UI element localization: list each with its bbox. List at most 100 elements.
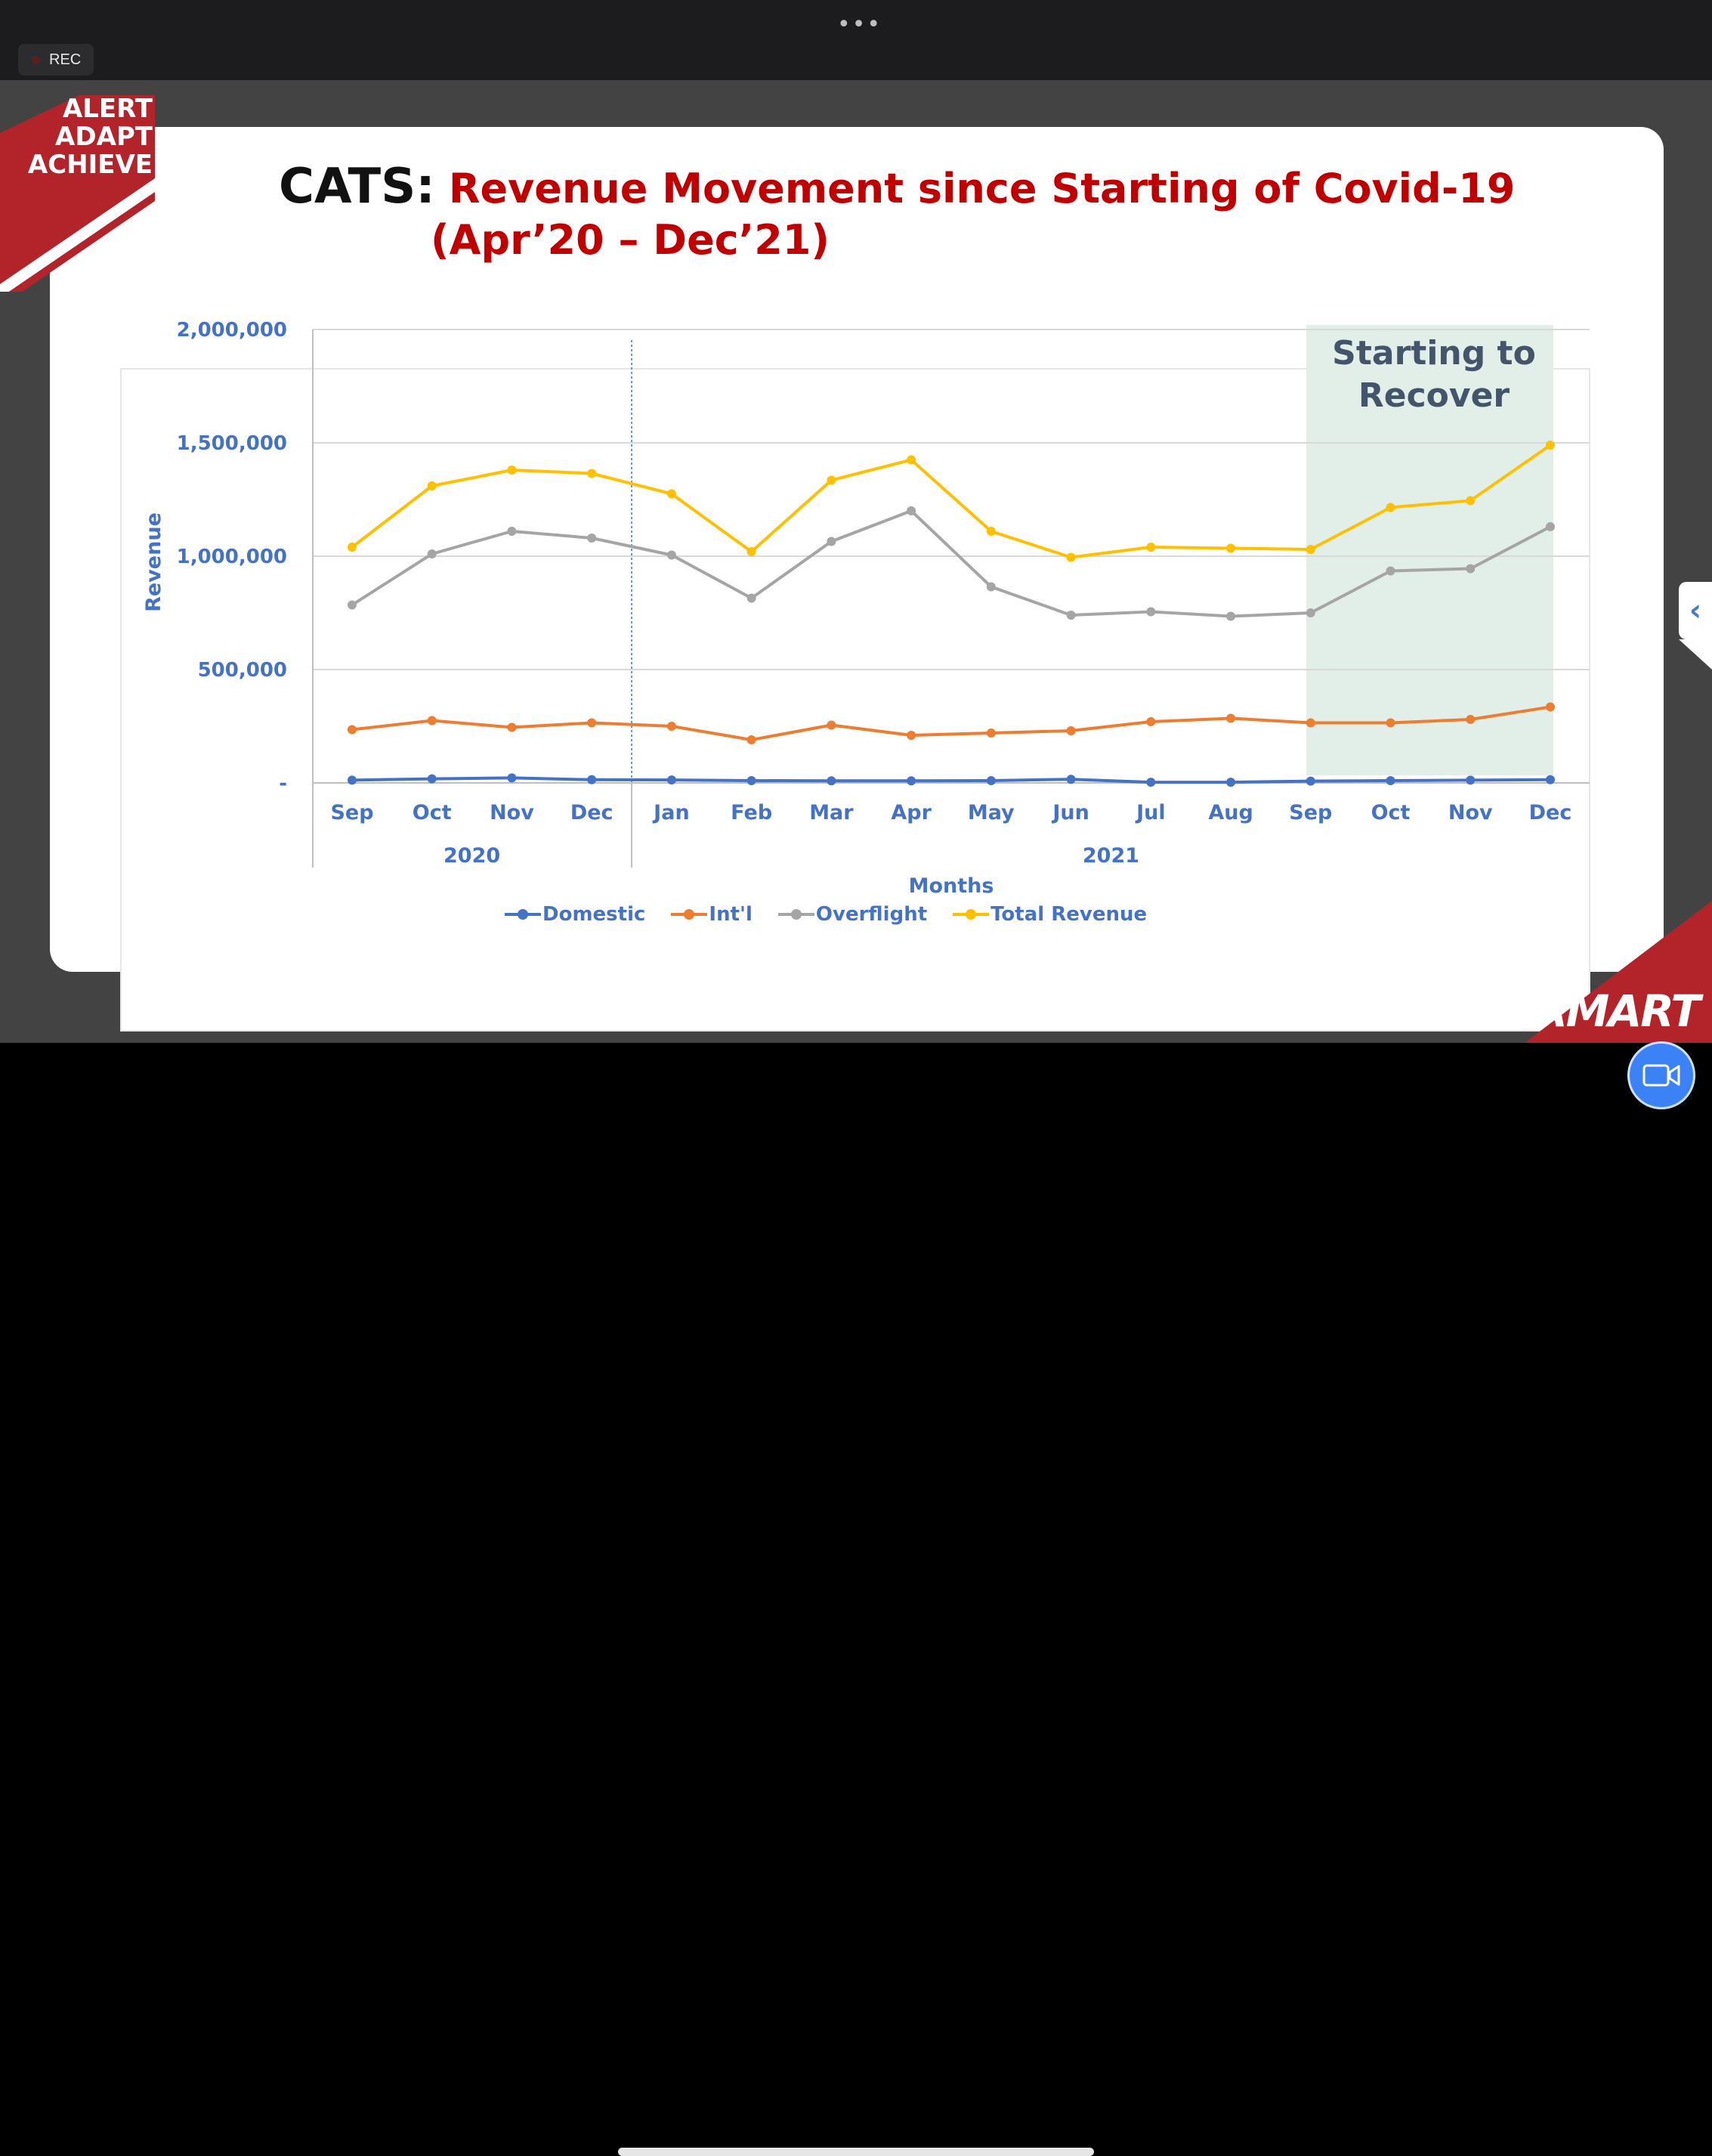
data-point — [587, 775, 597, 784]
data-point — [1386, 718, 1395, 728]
x-tick-label: Dec — [1529, 801, 1572, 824]
year-group-label: 2020 — [443, 844, 500, 868]
x-tick-label: Mar — [809, 801, 854, 824]
title-prefix: CATS: — [279, 159, 435, 215]
data-point — [427, 774, 437, 784]
legend-item-domestic: Domestic — [505, 903, 645, 926]
data-point — [907, 455, 916, 465]
banner-red-ribbon — [0, 95, 155, 292]
data-point — [827, 720, 836, 730]
x-tick-label: Nov — [490, 801, 534, 824]
x-tick-label: Sep — [1289, 801, 1332, 824]
data-point — [666, 489, 676, 499]
data-point — [907, 506, 916, 515]
data-point — [507, 466, 517, 475]
data-point — [1066, 775, 1076, 784]
more-dots-icon[interactable]: ••• — [837, 11, 882, 38]
data-point — [746, 776, 756, 785]
data-point — [827, 537, 836, 546]
series-line — [351, 509, 1551, 618]
x-tick-label: Oct — [413, 801, 452, 824]
legend-item-intl: Int'l — [671, 903, 752, 926]
legend-item-total-revenue: Total Revenue — [953, 903, 1147, 926]
chart-legend: Domestic Int'l Overflight Total Revenue — [505, 903, 1147, 926]
data-point — [986, 776, 996, 785]
x-tick-label: Sep — [330, 801, 373, 824]
data-point — [1466, 715, 1476, 724]
data-point — [1466, 775, 1476, 785]
data-point — [1066, 611, 1076, 620]
y-tick-label: 500,000 — [198, 659, 287, 682]
brand-logo: SAMART — [1503, 985, 1701, 1037]
y-axis-title: Revenue — [142, 512, 165, 612]
legend-swatch — [953, 909, 990, 920]
data-point — [1146, 543, 1156, 552]
chevron-left-icon[interactable]: ‹ — [1689, 593, 1702, 628]
data-point — [1226, 543, 1236, 553]
side-panel-tab[interactable] — [1679, 582, 1712, 639]
data-point — [427, 549, 437, 558]
data-point — [1146, 778, 1156, 787]
record-dot-icon — [32, 55, 40, 64]
data-point — [1226, 778, 1236, 787]
data-point — [907, 731, 916, 740]
data-point — [1546, 522, 1555, 531]
legend-label: Int'l — [709, 903, 752, 926]
y-tick-label: 2,000,000 — [177, 319, 287, 342]
x-tick-label: May — [968, 801, 1015, 824]
home-indicator[interactable] — [618, 2148, 1094, 2156]
data-point — [666, 775, 676, 785]
data-point — [1066, 726, 1076, 735]
y-tick-label: 1,500,000 — [177, 432, 287, 455]
data-point — [507, 722, 517, 732]
x-tick-label: Dec — [570, 801, 613, 824]
data-point — [348, 775, 357, 785]
x-tick-label: Nov — [1448, 801, 1493, 824]
recover-highlight-band — [1306, 325, 1553, 775]
data-point — [507, 773, 517, 783]
x-tick-label: Feb — [731, 801, 772, 824]
data-point — [348, 725, 357, 735]
data-point — [986, 728, 996, 738]
data-point — [1466, 496, 1476, 506]
legend-label: Total Revenue — [990, 903, 1148, 926]
data-point — [507, 527, 517, 536]
data-point — [348, 543, 357, 552]
data-point — [1146, 607, 1156, 617]
brand-corner-ribbon — [1525, 901, 1712, 1043]
series-line — [351, 776, 1551, 784]
data-point — [427, 481, 437, 490]
data-point — [1226, 611, 1236, 621]
video-camera-icon — [1642, 1064, 1680, 1087]
data-point — [986, 582, 996, 592]
annotation-line: Recover — [1358, 376, 1510, 415]
x-tick-label: Oct — [1371, 801, 1411, 824]
video-camera-button[interactable] — [1627, 1041, 1695, 1109]
data-point — [587, 718, 597, 728]
data-point — [1386, 776, 1395, 785]
legend-label: Overflight — [815, 903, 928, 926]
x-tick-label: Apr — [891, 801, 932, 824]
annotation-line: Starting to — [1332, 334, 1536, 373]
data-point — [1546, 702, 1555, 712]
side-panel-tab-tail — [1679, 639, 1712, 670]
data-point — [827, 776, 836, 786]
x-tick-label: Jun — [1051, 801, 1089, 824]
annotation-recover: Starting to Recover — [1315, 333, 1553, 417]
legend-swatch — [777, 909, 814, 920]
data-point — [427, 716, 437, 725]
recording-indicator: REC — [18, 44, 94, 76]
presentation-stage: ALERT ADAPT ACHIEVE CATS: Revenue Movemen… — [0, 80, 1712, 1043]
data-point — [907, 776, 916, 786]
data-point — [1466, 564, 1476, 574]
series-line — [351, 444, 1552, 559]
x-axis-title: Months — [909, 874, 994, 898]
bottom-bar — [0, 1043, 1712, 2156]
legend-swatch — [671, 909, 708, 920]
data-point — [1226, 713, 1236, 723]
x-tick-label: Aug — [1208, 801, 1253, 824]
data-point — [746, 735, 756, 744]
data-point — [587, 534, 597, 543]
x-tick-label: Jan — [652, 801, 690, 824]
data-point — [1386, 566, 1395, 576]
